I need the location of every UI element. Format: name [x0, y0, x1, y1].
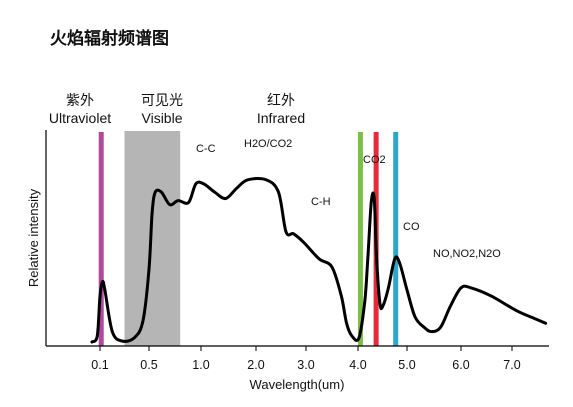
x-tick-label-1: 0.1 — [91, 358, 108, 372]
ir-region-label-en: Infrared — [257, 110, 305, 126]
x-tick-label-5: 3.0 — [297, 358, 314, 372]
marker-line-2 — [357, 132, 363, 346]
x-tick-label-8: 6.0 — [452, 358, 469, 372]
uv-region-label-en: Ultraviolet — [49, 110, 111, 126]
x-axis-label: Wavelength(um) — [250, 377, 345, 392]
marker-line-1 — [98, 132, 104, 346]
y-axis-label: Relative intensity — [26, 188, 41, 287]
x-tick-label-9: 7.0 — [503, 358, 520, 372]
x-tick-label-6: 4.0 — [349, 358, 366, 372]
spectrum-curve — [90, 176, 548, 344]
x-tick-label-7: 5.0 — [398, 358, 415, 372]
annotation-nox: NO,NO2,N2O — [433, 248, 501, 260]
visible-region-label-en: Visible — [142, 110, 183, 126]
uv-region-label-cn: 紫外 — [66, 92, 94, 108]
annotation-co2: CO2 — [363, 154, 386, 166]
x-tick-label-3: 1.0 — [192, 358, 209, 372]
marker-line-4 — [393, 132, 399, 346]
visible-region-band — [124, 131, 181, 346]
ir-region-label-cn: 红外 — [267, 92, 295, 108]
x-axis-ticks: 0.1 0.5 1.0 2.0 3.0 4.0 5.0 6.0 7.0 — [91, 346, 521, 372]
annotation-c-h: C-H — [311, 196, 331, 208]
x-tick-label-4: 2.0 — [247, 358, 264, 372]
annotation-h2o-co2: H2O/CO2 — [244, 138, 292, 150]
annotation-co: CO — [403, 221, 420, 233]
x-tick-label-2: 0.5 — [140, 358, 157, 372]
chart-title: 火焰辐射频谱图 — [50, 28, 169, 49]
annotation-c-c: C-C — [196, 143, 216, 155]
visible-region-label-cn: 可见光 — [141, 92, 183, 108]
